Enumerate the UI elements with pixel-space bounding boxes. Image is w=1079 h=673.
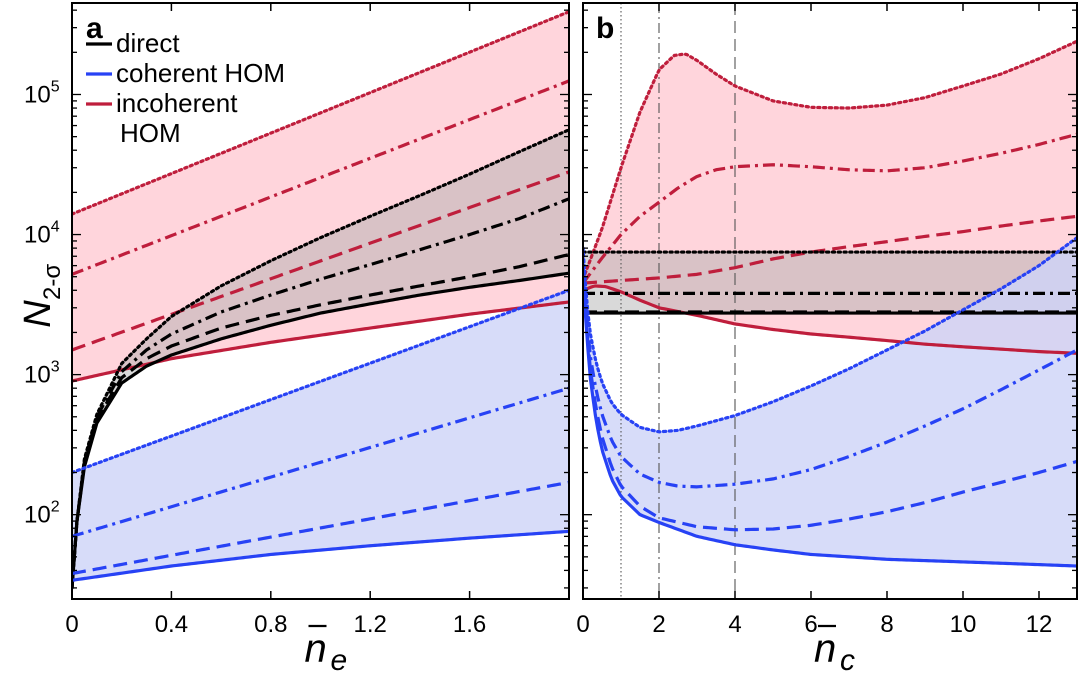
x-tick-label: 0 — [65, 611, 78, 638]
line-direct-dashed — [72, 252, 569, 589]
line-coherent-dotted — [583, 236, 1077, 434]
band-incoherent — [583, 41, 1077, 354]
panel-a: 0 0.4 0.8 1.2 1.6 102 103 104 105 a directcohere… — [17, 2, 570, 673]
panel-b-lines — [583, 39, 1077, 568]
band-direct — [72, 129, 569, 588]
y-tick-label: 105 — [24, 78, 60, 108]
x-label-symbol: n — [305, 627, 327, 671]
x-tick-label: 4 — [728, 611, 741, 638]
line-coherent-dashdot — [583, 265, 1077, 489]
panel-a-frame — [71, 2, 570, 600]
x-tick-label: 0 — [576, 611, 589, 638]
panel-a-bands — [72, 11, 569, 588]
band-coherent — [583, 237, 1077, 567]
x-tick-label: 6 — [804, 611, 817, 638]
x-label-subscript: c — [840, 644, 855, 673]
x-tick-label: 10 — [950, 611, 977, 638]
line-incoherent-dashed — [72, 170, 569, 352]
line-direct-dashdot — [72, 197, 569, 589]
band-incoherent — [72, 11, 569, 382]
legend-label-direct: direct — [116, 28, 180, 58]
svg-text:N: N — [17, 300, 59, 328]
line-coherent-solid — [583, 276, 1077, 568]
line-incoherent-dashdot — [72, 79, 569, 276]
legend-label-incoherent: HOM — [120, 118, 181, 148]
y-axis-label: N 2-σ — [17, 264, 66, 328]
x-tick-label: 12 — [1026, 611, 1053, 638]
line-direct-solid — [72, 271, 569, 589]
line-coherent-dashed — [72, 480, 569, 576]
line-incoherent-dashdot — [583, 132, 1077, 285]
band-coherent — [72, 290, 569, 581]
x-label-subscript: e — [331, 644, 348, 673]
y-tick-label: 104 — [24, 219, 60, 249]
panel-a-ticks: 0 0.4 0.8 1.2 1.6 102 103 104 105 — [24, 3, 569, 638]
legend-label-incoherent: incoherent — [116, 88, 238, 118]
y-tick-label: 102 — [24, 499, 60, 529]
y-axis-symbol: N — [17, 300, 59, 328]
x-tick-label: 1.2 — [354, 611, 387, 638]
panel-b-letter: b — [596, 12, 614, 45]
x-label-symbol: n — [814, 627, 836, 671]
line-coherent-dashed — [583, 270, 1077, 532]
line-incoherent-solid — [583, 284, 1077, 355]
panel-a-lines — [72, 10, 569, 590]
line-coherent-dotted — [72, 288, 569, 475]
x-tick-label: 8 — [880, 611, 893, 638]
y-tick-label: 103 — [24, 359, 60, 389]
panel-b-frame — [582, 2, 1078, 600]
x-tick-label: 0.8 — [254, 611, 287, 638]
line-incoherent-dotted — [72, 10, 569, 216]
x-tick-label: 1.6 — [453, 611, 486, 638]
line-incoherent-dotted — [583, 39, 1077, 281]
panel-a-letter: a — [86, 12, 103, 45]
x-tick-label: 0.4 — [155, 611, 188, 638]
legend-label-coherent: coherent HOM — [116, 58, 285, 88]
svg-text:2-σ: 2-σ — [39, 264, 66, 300]
line-coherent-dashdot — [72, 386, 569, 538]
x-tick-label: 2 — [652, 611, 665, 638]
line-coherent-solid — [72, 529, 569, 582]
band-direct — [583, 252, 1077, 314]
line-direct-dotted — [72, 128, 569, 590]
y-axis-subscript: 2-σ — [39, 264, 66, 300]
panel-b-vlines — [620, 3, 736, 599]
panel-b-bands — [583, 41, 1077, 567]
